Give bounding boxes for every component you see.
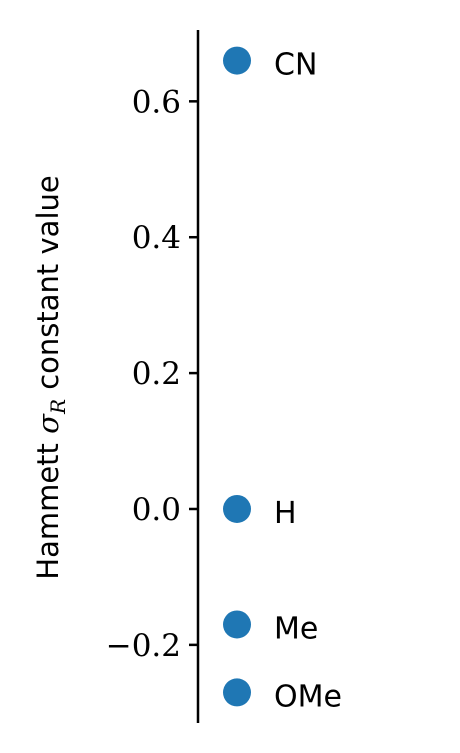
y-axis-label: Hammett σR constant value <box>31 175 70 579</box>
y-tick-label: 0.6 <box>132 84 181 120</box>
data-point-marker <box>223 678 251 707</box>
y-tick-label: 0.4 <box>132 220 181 256</box>
y-tick-label: 0.2 <box>132 356 181 392</box>
y-tick-label: −0.2 <box>106 628 181 664</box>
data-point-marker <box>223 610 251 639</box>
data-point-marker <box>223 494 251 523</box>
data-point-label: H <box>274 496 297 531</box>
y-axis-label-suffix: constant value <box>31 175 65 399</box>
y-axis-label-symbol: σ <box>31 413 65 434</box>
y-axis-label-prefix: Hammett <box>31 434 65 580</box>
data-point-label: OMe <box>274 679 342 714</box>
y-axis-label-subscript: R <box>46 399 70 415</box>
y-ticks: −0.2 0.0 0.2 0.4 0.6 <box>106 84 198 664</box>
data-point-label: Me <box>274 611 318 646</box>
data-points: CN H Me OMe <box>223 46 342 714</box>
data-point-label: CN <box>274 48 317 83</box>
y-tick-label: 0.0 <box>132 492 181 528</box>
data-point-marker <box>223 46 251 75</box>
